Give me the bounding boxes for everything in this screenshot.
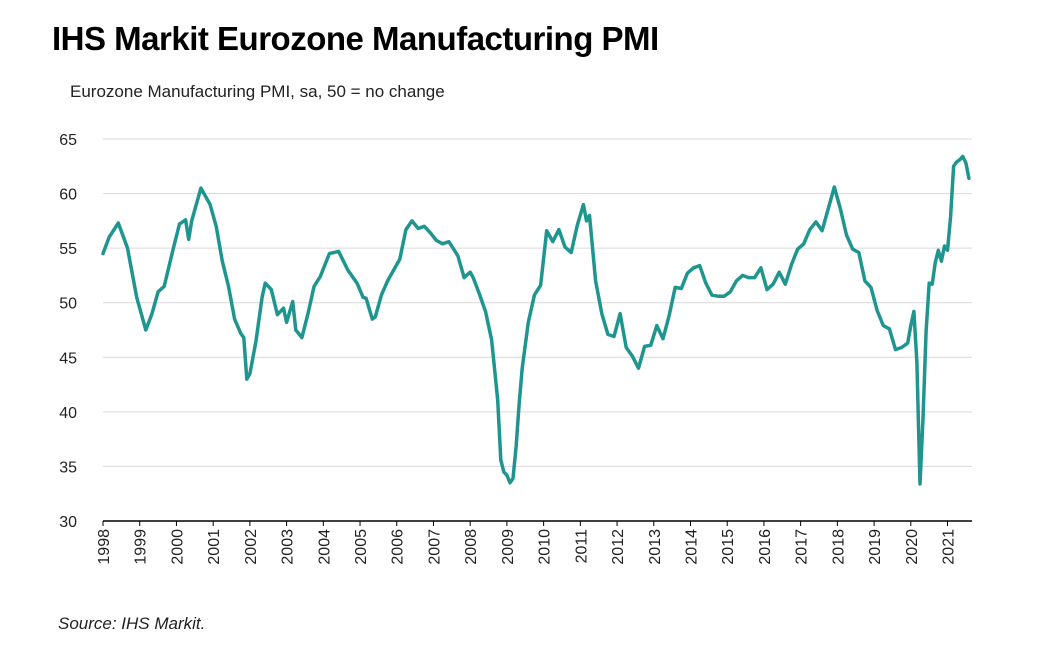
y-tick-label: 60 (59, 187, 77, 204)
y-tick-label: 45 (59, 350, 77, 367)
x-tick-label: 2005 (353, 529, 370, 565)
x-tick-label: 2000 (169, 529, 186, 565)
x-tick-label: 2013 (647, 529, 664, 565)
x-tick-label: 2012 (610, 529, 627, 565)
x-tick-label: 2010 (537, 529, 554, 565)
x-tick-label: 2001 (206, 529, 223, 565)
y-tick-label: 50 (59, 296, 77, 313)
x-tick-label: 2017 (794, 529, 811, 565)
chart-subtitle: Eurozone Manufacturing PMI, sa, 50 = no … (70, 82, 445, 101)
y-tick-label: 65 (59, 132, 77, 149)
y-tick-label: 40 (59, 405, 77, 422)
y-tick-label: 55 (59, 241, 77, 258)
x-tick-label: 2004 (316, 529, 333, 565)
x-tick-label: 2011 (573, 529, 590, 564)
pmi-series-line (101, 154, 971, 486)
x-tick-label: 2020 (904, 529, 921, 565)
y-axis-ticks: 30 35 40 45 50 55 60 65 (59, 132, 77, 531)
x-tick-label: 2003 (280, 529, 297, 565)
x-tick-label: 2007 (426, 529, 443, 565)
chart-title: IHS Markit Eurozone Manufacturing PMI (52, 20, 659, 57)
x-tick-label: 2009 (500, 529, 517, 565)
x-tick-label: 2008 (463, 529, 480, 565)
source-note: Source: IHS Markit. (58, 614, 206, 633)
x-axis-ticks: 1998 1999 2000 2001 2002 2003 2004 2005 2006 2007… (96, 521, 958, 565)
x-tick-label: 2016 (757, 529, 774, 565)
x-tick-label: 2002 (243, 529, 260, 565)
y-tick-label: 35 (59, 459, 77, 476)
gridlines (103, 138, 972, 467)
x-tick-label: 2014 (683, 529, 700, 565)
y-tick-label: 30 (59, 514, 77, 531)
x-tick-label: 2015 (720, 529, 737, 565)
x-tick-label: 2006 (390, 529, 407, 565)
x-tick-label: 2021 (941, 529, 958, 565)
x-tick-label: 1999 (133, 529, 150, 565)
x-tick-label: 2018 (830, 529, 847, 565)
x-tick-label: 1998 (96, 529, 113, 565)
x-tick-label: 2019 (867, 529, 884, 565)
